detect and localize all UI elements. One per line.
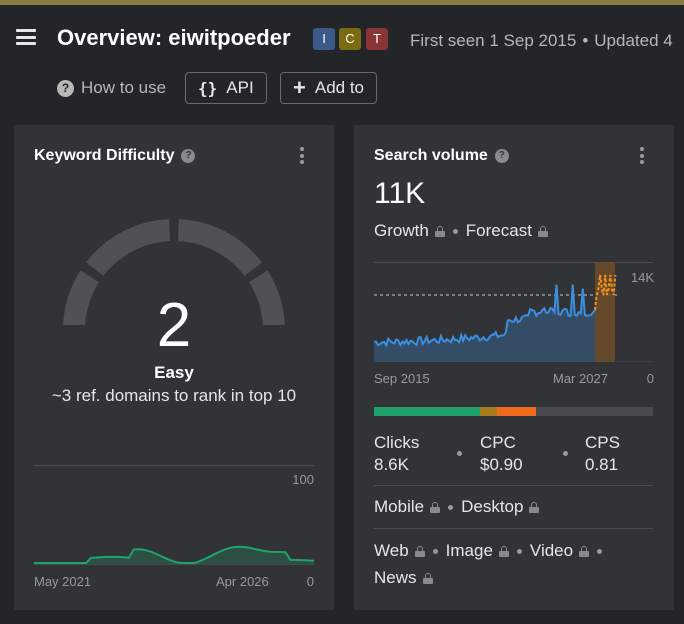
how-to-use-link[interactable]: ? How to use (57, 78, 166, 98)
sv-trend-line (374, 284, 596, 348)
intent-bar-segment (480, 407, 497, 416)
intent-badge-transactional: T (366, 28, 388, 50)
add-to-label: Add to (314, 78, 365, 97)
updated-text: Updated 4 (594, 31, 673, 50)
kd-score: 2 (156, 291, 192, 360)
sv-x-end: Mar 2027 (553, 371, 608, 386)
info-icon[interactable]: ? (494, 149, 509, 163)
intent-bar-segment (535, 407, 653, 416)
growth-label: Growth (374, 221, 429, 240)
lock-icon (498, 545, 509, 557)
sv-trend-chart (374, 262, 653, 362)
clicks-label: Clicks (374, 433, 420, 452)
forecast-label: Forecast (465, 221, 532, 240)
sv-intent-bar (374, 407, 653, 416)
sv-axis-max: 14K (630, 270, 654, 285)
sv-volume: 11K (374, 177, 426, 210)
kd-gauge-segment (85, 219, 171, 277)
add-to-button[interactable]: + Add to (280, 72, 378, 104)
braces-icon: {} (198, 78, 218, 98)
lock-icon (422, 572, 433, 584)
cpc-label: CPC (480, 433, 516, 452)
sv-title: Search volume ? (374, 147, 509, 165)
kd-gauge (63, 219, 285, 325)
sv-title-text: Search volume (374, 147, 488, 164)
separator-dot (516, 548, 522, 554)
intent-badge-informational: I (313, 28, 335, 50)
keyword-meta: First seen 1 Sep 2015 • Updated 4 (410, 31, 673, 50)
clicks-value: 8.6K (374, 455, 409, 474)
kd-axis-max: 100 (292, 472, 314, 487)
first-seen-text: First seen 1 Sep 2015 (410, 31, 577, 50)
page-title: Overview: eiwitpoeder (57, 25, 291, 50)
news-label: News (374, 568, 417, 587)
separator-dot (563, 451, 568, 456)
search-volume-card: Search volume ? 11K Growth Forecast 14K … (354, 125, 674, 610)
divider (374, 528, 653, 529)
plus-icon: + (293, 75, 306, 100)
intent-bar-segment (374, 407, 481, 416)
clicks-stat: Clicks 8.6K (374, 432, 419, 476)
sv-x-start: Sep 2015 (374, 371, 430, 386)
image-label: Image (445, 541, 493, 560)
api-button[interactable]: {} API (185, 72, 267, 104)
cps-stat: CPS 0.81 (585, 432, 620, 476)
kd-history-chart (34, 545, 314, 565)
cpc-value: $0.90 (480, 455, 523, 474)
kd-axis-min: 0 (306, 574, 314, 589)
web-label: Web (374, 541, 409, 560)
sv-trend-area (374, 284, 595, 362)
sv-growth-forecast-row: Growth Forecast (374, 221, 548, 241)
kd-history-line (34, 545, 314, 564)
kd-x-end: Apr 2026 (216, 574, 269, 589)
lock-icon (529, 501, 540, 513)
keyword-difficulty-card: Keyword Difficulty ? 2 Easy ~3 ref. doma… (14, 125, 334, 610)
device-row: Mobile Desktop (374, 497, 540, 517)
sv-more-icon[interactable] (639, 147, 645, 165)
lock-icon (434, 225, 445, 237)
kd-gauge-segment (177, 219, 263, 277)
cpc-stat: CPC $0.90 (480, 432, 523, 476)
kd-label: Easy (154, 363, 194, 382)
kd-gauge-segment (248, 270, 285, 325)
lock-icon (430, 501, 441, 513)
kd-gauge-segment (63, 270, 100, 325)
intent-bar-segment (496, 407, 536, 416)
page-header: Overview: eiwitpoeder I C T First seen 1… (0, 5, 684, 110)
desktop-label: Desktop (461, 497, 524, 516)
video-label: Video (529, 541, 574, 560)
separator-dot (448, 504, 454, 510)
sv-forecast-line (594, 274, 617, 311)
divider (374, 485, 653, 486)
kd-history-area (34, 546, 314, 565)
kd-more-icon[interactable] (299, 147, 305, 165)
sv-axis-min: 0 (646, 371, 654, 386)
how-to-use-label: How to use (81, 78, 167, 97)
kd-title-text: Keyword Difficulty (34, 147, 175, 164)
sv-chart-top-line (374, 262, 653, 263)
separator-dot (597, 548, 603, 554)
kd-title: Keyword Difficulty ? (34, 147, 196, 165)
kd-x-start: May 2021 (34, 574, 92, 589)
api-label: API (226, 78, 254, 97)
cps-label: CPS (585, 433, 620, 452)
top-accent-line (0, 0, 684, 5)
mobile-label: Mobile (374, 497, 425, 516)
separator-dot (457, 451, 462, 456)
kd-description: ~3 ref. domains to rank in top 10 (51, 386, 297, 405)
intent-badge-commercial: C (339, 28, 361, 50)
menu-icon[interactable] (16, 29, 36, 45)
lock-icon (537, 225, 548, 237)
cps-value: 0.81 (585, 455, 619, 474)
kd-chart-top-line (34, 465, 314, 466)
serp-type-row-2: News (374, 568, 433, 588)
sv-forecast-zone (595, 262, 615, 362)
serp-type-row: Web Image Video (374, 541, 610, 561)
separator-dot (432, 548, 438, 554)
lock-icon (414, 545, 425, 557)
info-icon[interactable]: ? (181, 149, 196, 163)
lock-icon (579, 545, 590, 557)
help-icon: ? (57, 79, 74, 97)
separator-dot (452, 228, 458, 234)
